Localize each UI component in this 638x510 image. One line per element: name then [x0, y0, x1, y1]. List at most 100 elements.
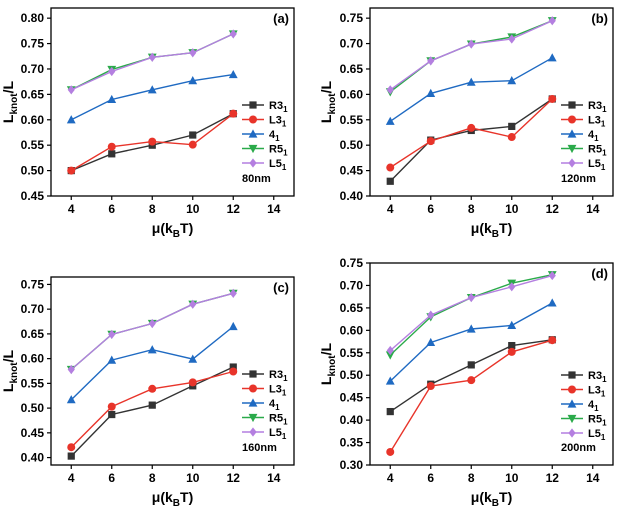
x-axis-title: μ(kBT) [152, 220, 193, 240]
legend-label: R31 [588, 370, 607, 384]
legend-label: 41 [588, 399, 599, 413]
data-point [467, 123, 476, 132]
data-point [386, 345, 394, 356]
x-tick-label: 10 [186, 202, 200, 216]
y-tick-label: 0.75 [21, 37, 45, 51]
x-tick-label: 12 [546, 202, 560, 216]
data-point [148, 318, 156, 329]
x-tick-label: 4 [387, 202, 394, 216]
series-line-l51 [389, 274, 553, 352]
x-tick-label: 14 [267, 471, 281, 485]
series-line-r31 [70, 366, 234, 457]
y-tick-label: 0.65 [340, 301, 364, 315]
data-point [507, 133, 516, 142]
y-axis-title: Lknot/L [0, 350, 20, 393]
data-point [229, 288, 237, 298]
legend-marker [249, 101, 257, 109]
data-point [547, 53, 557, 62]
data-point [385, 351, 395, 360]
data-point [67, 166, 76, 175]
chart-panel-4: 4 6 8 10 12 14 0.30 0.35 0.40 0.45 0.50 0.55 0.60 0.6… [318, 256, 614, 509]
y-axis-title: Lknot/L [318, 343, 338, 386]
data-point [189, 48, 197, 58]
data-point [107, 402, 116, 411]
x-tick-label: 8 [149, 202, 156, 216]
x-tick-label: 4 [68, 471, 75, 485]
legend-label: L31 [588, 115, 606, 129]
data-point [229, 109, 238, 118]
data-point [66, 395, 76, 404]
data-point [508, 122, 516, 130]
y-tick-label: 0.50 [21, 401, 45, 415]
data-point [508, 282, 516, 292]
data-point [228, 69, 238, 79]
series-line-41 [389, 302, 553, 382]
data-point [189, 299, 197, 309]
y-tick-label: 0.75 [340, 256, 364, 270]
x-tick-label: 8 [149, 471, 156, 485]
data-point [386, 163, 395, 172]
panel-label: (a) [273, 11, 289, 26]
data-point [466, 324, 476, 333]
y-tick-label: 0.70 [21, 62, 45, 76]
data-point [386, 85, 394, 95]
legend-label: 41 [269, 398, 280, 412]
data-point [386, 407, 394, 416]
data-point [228, 321, 238, 331]
data-point [547, 298, 557, 307]
data-point [108, 66, 116, 77]
legend-label: L51 [269, 427, 287, 441]
y-tick-label: 0.45 [340, 164, 364, 178]
y-tick-label: 0.45 [340, 391, 364, 405]
data-point [427, 56, 435, 66]
data-point [108, 150, 116, 158]
x-tick-label: 14 [586, 202, 600, 216]
legend-marker [249, 158, 257, 168]
legend-marker [568, 371, 576, 379]
panel-label: (c) [273, 280, 289, 295]
y-tick-label: 0.50 [340, 368, 364, 382]
legend-marker [249, 370, 257, 378]
series-line-l51 [71, 33, 234, 91]
y-tick-label: 0.40 [340, 189, 364, 203]
legend-label: R31 [269, 100, 288, 114]
data-point [189, 131, 197, 139]
legend-label: L51 [269, 158, 287, 172]
x-tick-label: 4 [387, 471, 394, 485]
data-point [426, 381, 435, 390]
legend-marker [248, 398, 258, 407]
data-point [548, 94, 557, 103]
y-tick-label: 0.45 [21, 426, 45, 440]
data-point [148, 401, 156, 409]
x-tick-label: 6 [427, 202, 434, 216]
data-point [385, 376, 395, 385]
x-tick-label: 10 [505, 202, 519, 216]
y-tick-label: 0.75 [21, 277, 45, 291]
x-tick-label: 6 [427, 471, 434, 485]
x-tick-label: 6 [108, 202, 115, 216]
data-point [188, 354, 198, 363]
y-tick-label: 0.60 [340, 323, 364, 337]
x-tick-label: 8 [468, 202, 475, 216]
data-point [427, 310, 435, 320]
data-point [548, 336, 557, 345]
data-point [426, 337, 436, 347]
y-tick-label: 0.65 [21, 327, 45, 341]
plot-frame [50, 276, 295, 466]
panel-note: 160nm [242, 442, 277, 454]
legend-marker [248, 144, 258, 154]
series-line-r51 [70, 33, 234, 91]
y-tick-label: 0.35 [340, 436, 364, 450]
legend-marker [567, 414, 577, 424]
panel-note: 120nm [561, 173, 596, 185]
data-point [67, 452, 75, 460]
series-line-41 [389, 57, 553, 122]
legend-marker [568, 428, 576, 438]
data-point [188, 140, 197, 149]
legend-marker [568, 115, 576, 124]
panel-note: 200nm [561, 442, 596, 454]
data-point [108, 329, 116, 339]
